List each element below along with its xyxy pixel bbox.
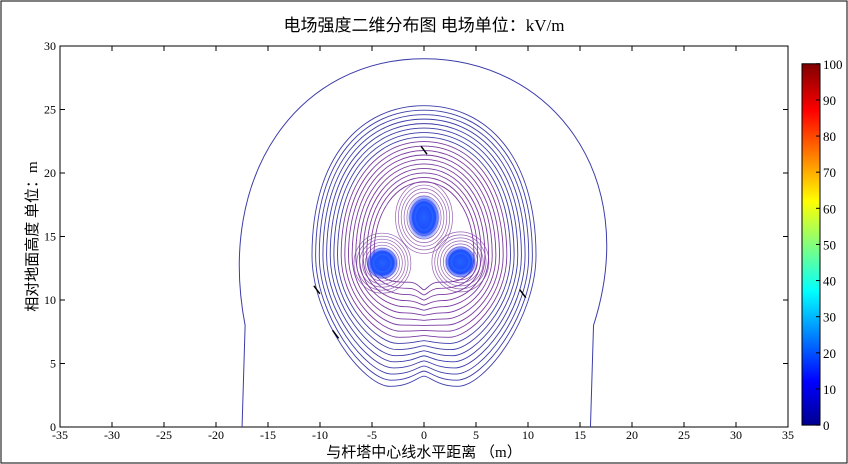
conductor-contour: [364, 244, 400, 282]
conductor-contour: [400, 188, 448, 247]
conductor-contour: [395, 181, 453, 254]
colorbar-tick-label: 20: [823, 346, 836, 361]
contour-line: [351, 154, 497, 321]
contour-label-mark: [313, 285, 321, 295]
conductor-contour: [403, 191, 445, 244]
conductor-contour: [431, 231, 490, 293]
contour-line: [366, 172, 482, 301]
conductor-contour: [398, 184, 451, 251]
y-tick-label: 10: [44, 293, 56, 307]
contour-line: [311, 105, 537, 387]
contour-label-mark: [420, 145, 428, 155]
y-tick-label: 15: [44, 230, 56, 244]
conductor-contour: [442, 243, 478, 281]
conductor-contour: [356, 235, 409, 291]
colorbar-tick-label: 10: [823, 382, 836, 397]
contour-line: [355, 159, 493, 316]
contour-line: [362, 167, 486, 306]
y-tick-label: 25: [44, 103, 56, 117]
x-tick-label: 5: [473, 428, 479, 442]
y-tick-label: 5: [50, 357, 56, 371]
y-axis-label: 相对地面高度 单位：m: [24, 161, 41, 312]
x-tick-label: 20: [626, 428, 638, 442]
y-tick-label: 30: [44, 39, 56, 53]
contour-line: [358, 163, 490, 311]
contour-line: [315, 109, 533, 381]
x-tick-label: 25: [678, 428, 690, 442]
y-tick-label: 20: [44, 166, 56, 180]
x-tick-label: -5: [367, 428, 377, 442]
colorbar-tick-label: 60: [823, 201, 836, 216]
conductor-core: [416, 205, 432, 230]
x-tick-label: -35: [52, 428, 68, 442]
conductor-contour: [434, 234, 487, 290]
conductor-contour: [440, 240, 481, 284]
conductor-contour: [359, 238, 406, 288]
conductor-contour: [362, 241, 403, 285]
conductor-core: [452, 253, 469, 270]
x-tick-label: -10: [312, 428, 328, 442]
x-tick-label: 35: [782, 428, 794, 442]
conductor-contour: [353, 232, 412, 294]
contour-line: [344, 145, 504, 332]
conductor-core: [374, 255, 391, 272]
contour-label-mark: [332, 329, 340, 339]
contour-line: [318, 114, 530, 375]
colorbar-tick-label: 100: [823, 57, 843, 72]
chart-title: 电场强度二维分布图 电场单位：kV/m: [284, 16, 565, 35]
contour-line: [322, 118, 526, 369]
contour-line: [369, 176, 479, 296]
colorbar-tick-label: 90: [823, 93, 836, 108]
x-tick-label: -15: [260, 428, 276, 442]
colorbar-tick-label: 70: [823, 165, 836, 180]
contour-line: [326, 123, 522, 363]
x-tick-label: -20: [208, 428, 224, 442]
x-tick-label: 15: [574, 428, 586, 442]
y-tick-label: 0: [50, 420, 56, 434]
contour-line: [329, 127, 519, 357]
contour-line: [337, 136, 511, 344]
contour-outer: [238, 58, 608, 427]
contour-line: [340, 141, 508, 338]
colorbar-tick-label: 80: [823, 129, 836, 144]
x-tick-label: 10: [522, 428, 534, 442]
contour-line: [333, 132, 515, 351]
colorbar-tick-label: 40: [823, 274, 836, 289]
contour-label-mark: [519, 289, 527, 299]
x-tick-label: 0: [421, 428, 427, 442]
colorbar-tick-label: 30: [823, 310, 836, 325]
colorbar-tick-label: 50: [823, 237, 836, 252]
contour-group: [238, 58, 608, 427]
x-tick-label: -30: [104, 428, 120, 442]
x-tick-label: -25: [156, 428, 172, 442]
contour-line: [348, 150, 500, 326]
conductor-contour: [437, 237, 484, 287]
x-axis-label: 与杆塔中心线水平距离 （m）: [326, 444, 521, 461]
x-tick-label: 30: [730, 428, 742, 442]
colorbar-tick-label: 0: [823, 418, 830, 433]
